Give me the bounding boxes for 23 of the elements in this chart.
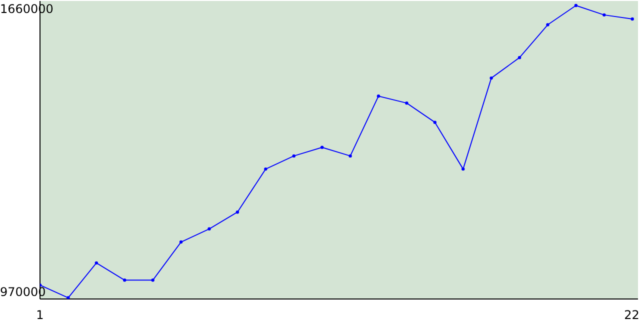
point bbox=[66, 296, 70, 299]
point bbox=[208, 227, 211, 231]
x-tick-label: 1 bbox=[36, 308, 44, 320]
point bbox=[490, 76, 493, 80]
point bbox=[94, 261, 98, 265]
point bbox=[320, 146, 324, 149]
point bbox=[348, 154, 352, 158]
point bbox=[123, 278, 126, 282]
point bbox=[405, 101, 408, 105]
point bbox=[151, 278, 154, 282]
point bbox=[236, 210, 240, 214]
point bbox=[179, 240, 183, 244]
point bbox=[546, 23, 550, 26]
point bbox=[462, 167, 465, 171]
x-tick-label: 22 bbox=[624, 308, 640, 320]
point bbox=[602, 13, 606, 17]
point bbox=[264, 167, 268, 171]
point bbox=[574, 4, 578, 8]
point bbox=[292, 154, 296, 158]
point bbox=[376, 94, 380, 98]
point bbox=[433, 120, 437, 124]
point bbox=[518, 56, 522, 60]
point bbox=[630, 17, 634, 21]
